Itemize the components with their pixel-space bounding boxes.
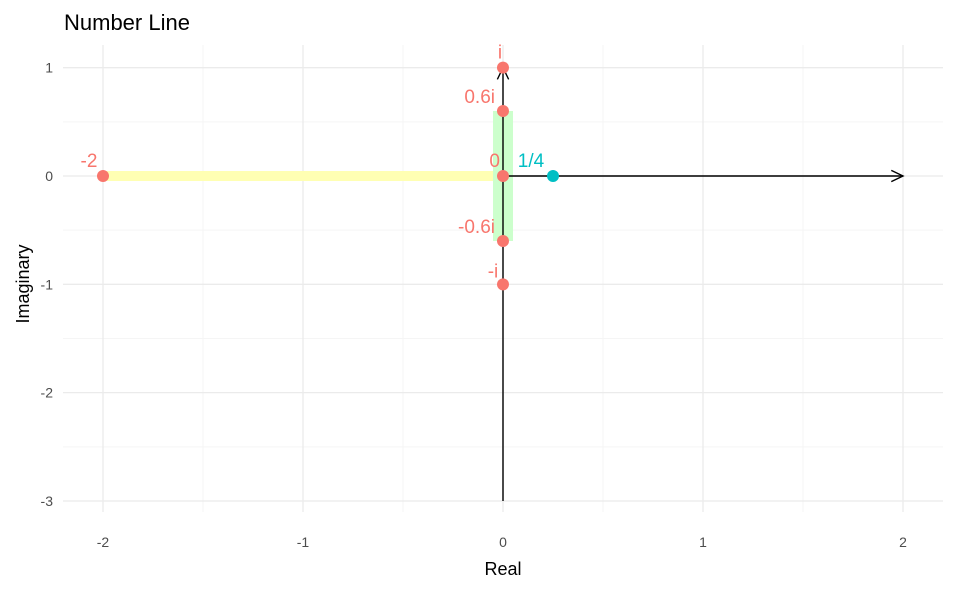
y-axis-title: Imaginary [13, 244, 33, 323]
data-point [497, 105, 509, 118]
y-tick-labels: 1 0 -1 -2 -3 [41, 60, 54, 509]
data-point [497, 234, 509, 247]
data-point [97, 170, 109, 182]
y-tick-label: -2 [41, 385, 54, 401]
point-label: 0.6i [464, 87, 495, 108]
data-points [97, 61, 559, 291]
x-tick-label: 0 [499, 534, 507, 550]
y-tick-label: 1 [45, 60, 53, 76]
chart-title: Number Line [64, 10, 190, 35]
data-point [497, 278, 509, 291]
point-label: -i [488, 261, 499, 282]
data-point [497, 170, 509, 182]
real-interval-band [103, 171, 503, 181]
x-tick-labels: -2 -1 0 1 2 [97, 534, 907, 550]
data-point [497, 61, 509, 74]
point-label: 1/4 [518, 151, 545, 172]
highlight-regions [103, 111, 513, 241]
point-label: -2 [81, 151, 98, 172]
x-tick-label: 1 [699, 534, 707, 550]
y-tick-label: -1 [41, 276, 54, 292]
y-tick-label: 0 [45, 168, 53, 184]
point-label: 0 [489, 151, 500, 172]
x-axis-title: Real [484, 559, 521, 579]
arrowhead-icon [890, 169, 905, 183]
data-point [547, 170, 559, 182]
x-tick-label: -1 [297, 534, 310, 550]
y-tick-label: -3 [41, 493, 54, 509]
point-labels: -2 0 0.6i -0.6i i -i 1/4 [81, 43, 545, 283]
point-label: i [498, 43, 502, 64]
x-tick-label: 2 [899, 534, 907, 550]
point-label: -0.6i [458, 217, 495, 238]
x-tick-label: -2 [97, 534, 110, 550]
